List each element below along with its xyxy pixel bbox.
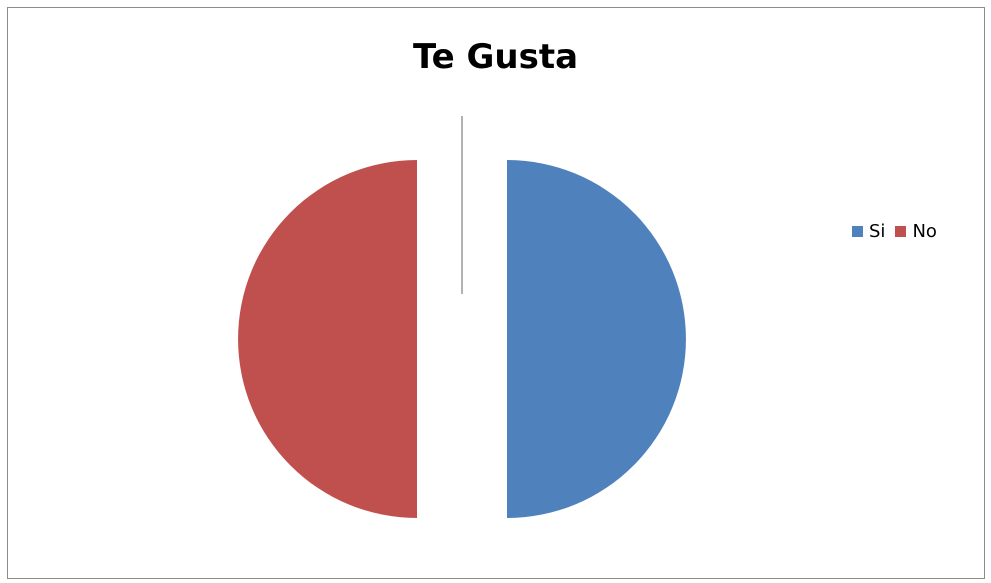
- legend-label-si: Si: [869, 221, 886, 242]
- legend-label-no: No: [912, 221, 937, 242]
- pie-slices: [238, 160, 686, 518]
- chart-title: Te Gusta: [412, 37, 579, 77]
- legend-item-no: No: [895, 221, 937, 242]
- legend-item-si: Si: [852, 221, 885, 242]
- pie-slice-no: [238, 160, 417, 518]
- legend-swatch-no: [895, 226, 907, 237]
- legend-swatch-si: [852, 226, 863, 237]
- chart-frame: [7, 7, 985, 579]
- pie-slice-si: [507, 160, 686, 518]
- legend: Si No: [852, 221, 947, 242]
